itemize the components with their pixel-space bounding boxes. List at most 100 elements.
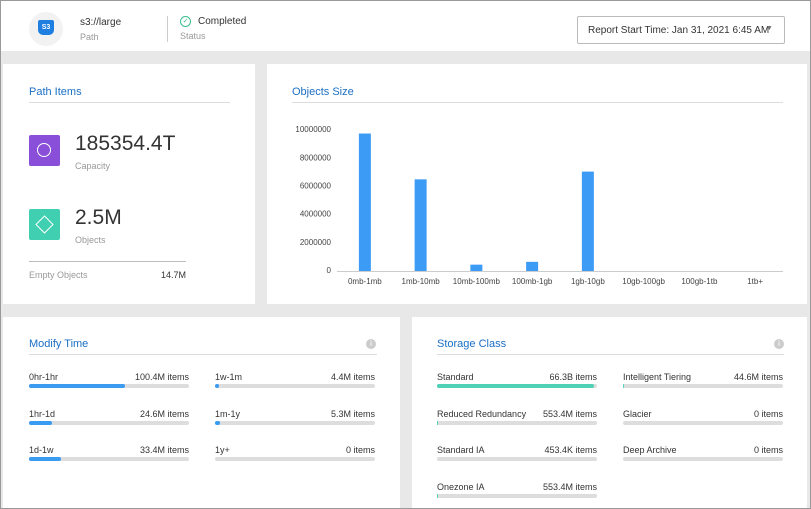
progress-bar xyxy=(437,494,439,499)
y-tick-label: 2000000 xyxy=(300,238,332,247)
bar xyxy=(581,171,594,271)
x-tick-label: 100gb-1tb xyxy=(681,277,718,286)
divider xyxy=(167,16,168,42)
item-count: 0 items xyxy=(345,445,375,456)
y-tick-label: 10000000 xyxy=(295,125,331,134)
empty-label: Empty Objects xyxy=(29,270,88,280)
item-count: 4.4M items xyxy=(330,372,375,382)
item-count: 0 items xyxy=(753,445,783,456)
item-name: Glacier xyxy=(623,408,652,419)
item-count: 100.4M items xyxy=(134,372,189,382)
chart-title: Objects Size xyxy=(292,86,354,98)
path-label: Path xyxy=(80,32,99,42)
bar xyxy=(414,179,427,271)
rule xyxy=(29,261,186,262)
progress-track xyxy=(215,384,375,388)
x-tick-label: 1mb-10mb xyxy=(402,277,441,286)
item-name: Reduced Redundancy xyxy=(437,408,527,419)
item-count: 24.6M items xyxy=(139,408,189,419)
header: S3 s3://large Path ✓ Completed Status Re… xyxy=(1,1,810,51)
x-tick-label: 0mb-1mb xyxy=(348,277,382,286)
item-count: 5.3M items xyxy=(330,408,375,419)
progress-track xyxy=(437,494,597,499)
item-count: 44.6M items xyxy=(733,372,783,382)
progress-bar xyxy=(437,420,439,425)
y-tick-label: 6000000 xyxy=(300,182,332,191)
modify-time-panel: Modify Time i 0hr-1hr 100.4M items 1hr-1d 2… xyxy=(3,317,400,508)
path: s3://large xyxy=(80,17,122,28)
capacity: 185354.4T xyxy=(75,132,176,155)
progress-track xyxy=(623,420,783,425)
progress-track xyxy=(437,420,597,425)
x-tick-label: 10mb-100mb xyxy=(453,277,501,286)
progress-bar xyxy=(29,457,61,462)
objects: 2.5M xyxy=(75,206,122,229)
bar xyxy=(526,261,539,271)
panel-title: Path Items xyxy=(29,86,82,98)
report-time: Report Start Time: Jan 31, 2021 6:45 AM xyxy=(588,25,770,36)
x-tick-label: 100mb-1gb xyxy=(512,277,553,286)
panel-title: Modify Time xyxy=(29,338,89,350)
storage-class-panel: Storage Class i Standard 66.3B items Reduc… xyxy=(412,317,807,508)
item-name: 1m-1y xyxy=(215,408,241,419)
item-name: 1hr-1d xyxy=(29,408,56,419)
chart: Objects Size 0 2000000 4000000 6000000 80000… xyxy=(292,86,783,286)
progress-track xyxy=(437,457,597,462)
y-tick-label: 4000000 xyxy=(300,210,332,219)
progress-track xyxy=(623,457,783,462)
progress-track xyxy=(215,420,375,425)
path-items-panel: Path Items 185354.4T Capacity 2.5M Objec… xyxy=(3,64,255,304)
caret: ▼ xyxy=(766,25,773,32)
objects-icon xyxy=(29,209,60,240)
item-count: 0 items xyxy=(753,408,783,419)
rule xyxy=(437,354,784,355)
capacity-icon xyxy=(29,135,60,166)
info-icon[interactable]: i xyxy=(774,339,784,349)
item-count: 66.3B items xyxy=(549,372,597,382)
x-tick-label: 1gb-10gb xyxy=(571,277,605,286)
progress-bar xyxy=(29,420,53,425)
item-name: 1w-1m xyxy=(215,372,243,382)
bar xyxy=(470,264,483,271)
objects-size-panel: Objects Size 0 2000000 4000000 6000000 80000… xyxy=(267,64,807,304)
item-count: 553.4M items xyxy=(542,482,597,493)
bucket-icon: S3 xyxy=(38,20,54,35)
item-name: 0hr-1hr xyxy=(29,372,59,382)
progress-track xyxy=(29,457,189,462)
objects-label: Objects xyxy=(75,235,106,245)
panel-title: Storage Class xyxy=(437,338,507,350)
item-name: Standard xyxy=(437,372,474,382)
progress-track xyxy=(29,384,189,388)
item-name: Onezone IA xyxy=(437,482,485,493)
rule xyxy=(29,102,230,103)
item-name: 1y+ xyxy=(215,445,230,456)
empty-value: 14.7M xyxy=(160,270,186,280)
status-label: Status xyxy=(180,31,206,41)
item-name: Deep Archive xyxy=(623,445,677,456)
status-icon: ✓ xyxy=(180,16,191,27)
progress-track xyxy=(623,384,783,388)
progress-bar xyxy=(215,420,221,425)
bar xyxy=(358,133,371,271)
item-count: 453.4K items xyxy=(544,445,597,456)
item-name: Standard IA xyxy=(437,445,485,456)
progress-track xyxy=(215,457,375,462)
progress-track xyxy=(437,384,597,388)
item-count: 553.4M items xyxy=(542,408,597,419)
progress-track xyxy=(29,420,189,425)
item-count: 33.4M items xyxy=(139,445,189,456)
y-tick-label: 0 xyxy=(327,266,332,275)
item-name: 1d-1w xyxy=(29,445,54,456)
progress-bar xyxy=(29,384,125,388)
status: Completed xyxy=(198,16,247,27)
y-tick-label: 8000000 xyxy=(300,153,332,162)
item-name: Intelligent Tiering xyxy=(623,372,692,382)
report-dropdown[interactable]: Report Start Time: Jan 31, 2021 6:45 AM … xyxy=(577,16,785,44)
info-icon[interactable]: i xyxy=(366,339,376,349)
x-tick-label: 1tb+ xyxy=(747,277,763,286)
x-tick-label: 10gb-100gb xyxy=(622,277,665,286)
progress-bar xyxy=(215,384,220,388)
progress-bar xyxy=(437,384,595,388)
rule xyxy=(29,354,377,355)
